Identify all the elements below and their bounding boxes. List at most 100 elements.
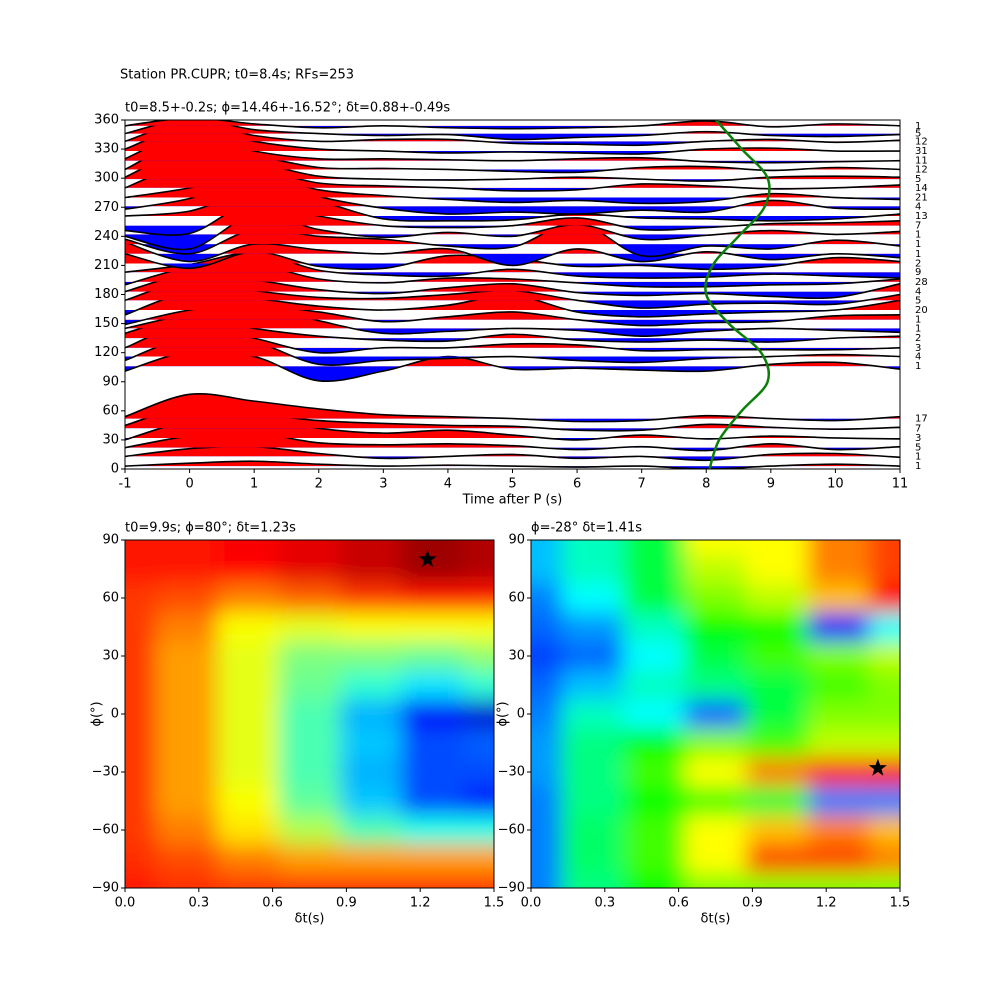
x-axis-label: δt(s) bbox=[701, 912, 731, 927]
heatmap-cell bbox=[807, 844, 870, 874]
trace-line bbox=[125, 460, 900, 469]
heatmap-cell bbox=[869, 844, 900, 874]
x-tick-label: 5 bbox=[508, 477, 516, 492]
trace-line bbox=[125, 120, 900, 141]
heatmap-cell bbox=[278, 670, 341, 700]
heatmap-cell bbox=[125, 670, 157, 700]
y-tick-label: 180 bbox=[94, 287, 119, 302]
heatmap-cell bbox=[340, 641, 403, 671]
negative-fill bbox=[125, 206, 900, 215]
trace-count: 13 bbox=[915, 211, 928, 222]
x-tick-label: 0.0 bbox=[521, 896, 542, 911]
heatmap-cell bbox=[869, 699, 900, 729]
heatmap-cell bbox=[278, 554, 341, 584]
heatmap-cells bbox=[531, 540, 900, 888]
y-tick-label: 30 bbox=[102, 649, 119, 664]
heatmap-cell bbox=[684, 815, 747, 845]
heatmap-cell bbox=[125, 612, 157, 642]
heatmap-cell bbox=[746, 554, 809, 584]
positive-fill bbox=[125, 432, 900, 448]
heatmap-cell bbox=[463, 728, 494, 758]
x-tick-label: 2 bbox=[315, 477, 323, 492]
heatmap-cell bbox=[869, 540, 900, 555]
heatmap-cell bbox=[684, 786, 747, 816]
heatmap-cell bbox=[125, 844, 157, 874]
heatmap-cell bbox=[807, 540, 870, 555]
heatmap-cell bbox=[155, 873, 218, 888]
heatmap-cell bbox=[217, 540, 280, 555]
heatmap-cell bbox=[869, 641, 900, 671]
plot-area bbox=[125, 120, 900, 469]
heatmap-cell bbox=[155, 699, 218, 729]
negative-fill bbox=[125, 197, 900, 204]
x-tick-label: 9 bbox=[767, 477, 775, 492]
axes-title: t0=9.9s; ϕ=80°; δt=1.23s bbox=[125, 521, 296, 536]
y-tick-label: 120 bbox=[94, 345, 119, 360]
heatmap-cell bbox=[623, 699, 686, 729]
heatmap-cell bbox=[401, 583, 464, 613]
heatmap-cell bbox=[278, 815, 341, 845]
heatmap-cell bbox=[401, 873, 464, 888]
heatmap-cell bbox=[463, 699, 494, 729]
positive-fill bbox=[125, 393, 900, 419]
heatmap-cell bbox=[807, 757, 870, 787]
trace-count: 9 bbox=[915, 267, 921, 278]
heatmap-cell bbox=[125, 554, 157, 584]
trace-count: 1 bbox=[915, 239, 921, 250]
heatmap-cell bbox=[125, 728, 157, 758]
heatmap-cell bbox=[401, 699, 464, 729]
negative-fill bbox=[125, 319, 900, 326]
x-tick-label: 0.3 bbox=[188, 896, 209, 911]
heatmap-cell bbox=[463, 641, 494, 671]
heatmap-cell bbox=[869, 786, 900, 816]
negative-fill bbox=[125, 418, 900, 422]
heatmap-cell bbox=[531, 786, 563, 816]
heatmap-cell bbox=[746, 873, 809, 888]
x-tick-label: 1.5 bbox=[484, 896, 505, 911]
negative-fill bbox=[155, 253, 900, 266]
figure-title: Station PR.CUPR; t0=8.4s; RFs=253 bbox=[120, 68, 354, 83]
heatmap-cell bbox=[531, 815, 563, 845]
heatmap-cell bbox=[463, 844, 494, 874]
heatmap-cell bbox=[684, 641, 747, 671]
heatmap-cell bbox=[684, 670, 747, 700]
trace-count: 12 bbox=[915, 136, 928, 147]
trace-line bbox=[125, 121, 900, 147]
heatmap-cell bbox=[278, 757, 341, 787]
heatmap-cell bbox=[125, 786, 157, 816]
heatmap-cell bbox=[340, 757, 403, 787]
heatmap-cell bbox=[869, 670, 900, 700]
heatmap-cell bbox=[278, 873, 341, 888]
trace-count: 1 bbox=[915, 249, 921, 260]
heatmap-cell bbox=[746, 728, 809, 758]
trace-count: 1 bbox=[915, 361, 921, 372]
heatmap-cell bbox=[125, 757, 157, 787]
heatmap-cell bbox=[278, 612, 341, 642]
trace-count: 2 bbox=[915, 333, 921, 344]
trace-count: 3 bbox=[915, 343, 921, 354]
heatmap-cell bbox=[463, 540, 494, 555]
heatmap-cell bbox=[623, 554, 686, 584]
heatmap-cell bbox=[561, 815, 624, 845]
heatmap-cell bbox=[340, 699, 403, 729]
heatmap-cell bbox=[155, 554, 218, 584]
x-tick-label: 0.3 bbox=[594, 896, 615, 911]
heatmap-cell bbox=[125, 583, 157, 613]
negative-fill bbox=[125, 310, 836, 317]
trace-line bbox=[125, 125, 900, 155]
trace-count: 7 bbox=[915, 221, 921, 232]
x-tick-label: -1 bbox=[119, 477, 132, 492]
heatmap-cell bbox=[463, 554, 494, 584]
heatmap-cell bbox=[561, 641, 624, 671]
trace-count: 14 bbox=[915, 183, 928, 194]
trace-count: 7 bbox=[915, 423, 921, 434]
heatmap-cell bbox=[746, 540, 809, 555]
heatmap-cell bbox=[807, 699, 870, 729]
heatmap-cell bbox=[807, 583, 870, 613]
x-tick-label: 1.2 bbox=[410, 896, 431, 911]
heatmap-cell bbox=[746, 583, 809, 613]
heatmap-cell bbox=[155, 728, 218, 758]
heatmap-cell bbox=[531, 844, 563, 874]
y-tick-label: −60 bbox=[92, 823, 119, 838]
